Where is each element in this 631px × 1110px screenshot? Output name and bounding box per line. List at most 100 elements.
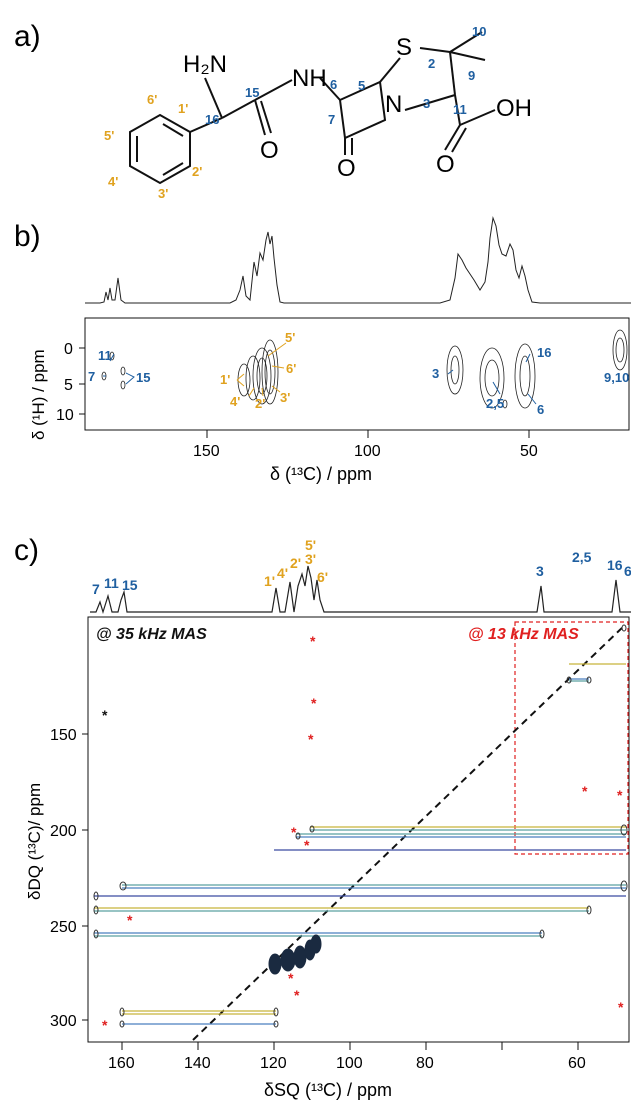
atom-number: 2 <box>428 56 435 71</box>
sideband-asterisk: * <box>618 999 624 1015</box>
peak-label: 15 <box>122 577 138 593</box>
contour-peak <box>615 337 625 363</box>
sideband-asterisk: * <box>304 837 310 853</box>
diagonal-line <box>192 624 626 1041</box>
atom-number: 6 <box>330 77 337 92</box>
peak-label: 6' <box>317 569 328 585</box>
y-tick-label: 5 <box>64 377 73 394</box>
sideband-asterisk: * <box>291 824 297 840</box>
contour-peak <box>479 347 505 409</box>
atom-number: 3 <box>423 96 430 111</box>
leader-lines-b <box>103 342 537 405</box>
contour-peak <box>514 343 536 409</box>
x-tick-label: 160 <box>108 1055 135 1072</box>
contour-peak <box>295 832 301 840</box>
axes-c <box>82 733 629 1050</box>
leader-line <box>248 387 255 397</box>
x-tick-label: 100 <box>354 443 381 460</box>
y-tick-label: 250 <box>50 919 77 936</box>
x-tick-label: 150 <box>193 443 220 460</box>
x-axis-label-c: δSQ (¹³C) / ppm <box>264 1080 392 1100</box>
peak-label: 3 <box>536 563 544 579</box>
sideband-asterisk: * <box>582 783 588 799</box>
atom-number: 10 <box>472 24 486 39</box>
contour-peak <box>519 355 531 397</box>
correlation-lines <box>94 663 626 1025</box>
contour-peak <box>539 929 545 939</box>
leader-line <box>236 373 245 387</box>
leader-line <box>125 372 135 385</box>
contour-peak <box>119 1007 125 1017</box>
contour-peak <box>620 824 628 836</box>
peak-label: 5' <box>305 537 316 553</box>
peak-label: 5' <box>285 330 295 345</box>
atom-o-amide: O <box>260 137 279 164</box>
atom-number: 5' <box>104 128 114 143</box>
contour-peak <box>621 624 627 632</box>
y-tick-label: 300 <box>50 1013 77 1030</box>
peak-label: 7 <box>88 369 95 384</box>
carbon-numbers-blue: 16 15 6 5 7 2 10 9 3 11 <box>205 24 486 127</box>
contour-peak <box>237 363 251 397</box>
contour-peak <box>502 399 508 409</box>
peak-label: 4' <box>230 394 240 409</box>
panel-a-label: a) <box>14 20 41 53</box>
sideband-asterisk: * <box>617 787 623 803</box>
peak-labels-b: 11 7 15 3 16 2,5 6 9,10 1' 5' 6' 4' 2' 3… <box>88 330 629 417</box>
peak-label: 15 <box>136 370 150 385</box>
peak-label: 2' <box>255 396 265 411</box>
diagonal-peak-cluster <box>268 934 322 975</box>
peak-label: 16 <box>607 557 623 573</box>
contour-peak <box>612 329 628 371</box>
x-tick-label: 80 <box>416 1055 434 1072</box>
sideband-asterisk: * <box>308 731 314 747</box>
atom-number: 16 <box>205 112 219 127</box>
panel-a: a) <box>14 20 532 201</box>
contour-peak <box>109 351 115 361</box>
peak-label: 11 <box>98 348 112 363</box>
projection-spectrum-b <box>85 216 631 304</box>
peak-label: 2' <box>290 555 301 571</box>
plot-frame-b <box>84 317 630 431</box>
peak-label: 1' <box>220 372 230 387</box>
contour-peak <box>256 357 268 395</box>
contour-peak <box>120 380 126 390</box>
contour-peak <box>245 355 261 401</box>
leader-line <box>492 381 501 395</box>
tick-labels-c: 160 140 120 100 80 60 150 200 250 300 <box>50 727 586 1072</box>
peak-label: 11 <box>104 575 119 591</box>
leader-line <box>267 342 287 357</box>
contour-peak <box>450 355 460 385</box>
contour-peak <box>586 676 592 684</box>
peak-label: 2,5 <box>572 549 592 565</box>
contour-peak <box>310 934 322 954</box>
contour-peak <box>119 1020 125 1028</box>
contour-peak <box>484 359 500 397</box>
projection-spectrum-c <box>90 565 631 615</box>
atom-number: 7 <box>328 112 335 127</box>
x-tick-label: 50 <box>520 443 538 460</box>
contour-peak <box>273 1020 279 1028</box>
atom-nh: NH <box>292 65 327 92</box>
label-35khz-mas: @ 35 kHz MAS <box>96 626 207 643</box>
contour-peak <box>268 953 282 975</box>
panel-b-label: b) <box>14 220 41 253</box>
x-tick-label: 60 <box>568 1055 586 1072</box>
y-tick-label: 10 <box>56 407 74 424</box>
inset-13khz-box <box>514 621 629 855</box>
x-tick-label: 140 <box>184 1055 211 1072</box>
atom-o-lactam: O <box>337 155 356 182</box>
atom-number: 9 <box>468 68 475 83</box>
sideband-asterisk: * <box>102 1017 108 1033</box>
atom-number: 2' <box>192 164 202 179</box>
panel-b: b) <box>14 216 631 484</box>
leader-line <box>271 365 285 369</box>
atom-number: 4' <box>108 174 118 189</box>
x-axis-label-b: δ (¹³C) / ppm <box>270 464 372 484</box>
peak-label: 16 <box>537 345 551 360</box>
panel-c: c) 7 11 15 3 2,5 16 6 1' 4' 2' 5' 3' 6' <box>14 534 631 1100</box>
leader-line <box>271 385 281 393</box>
contour-peak <box>309 825 315 833</box>
sideband-asterisk: * <box>311 695 317 711</box>
contour-peak <box>446 345 464 395</box>
